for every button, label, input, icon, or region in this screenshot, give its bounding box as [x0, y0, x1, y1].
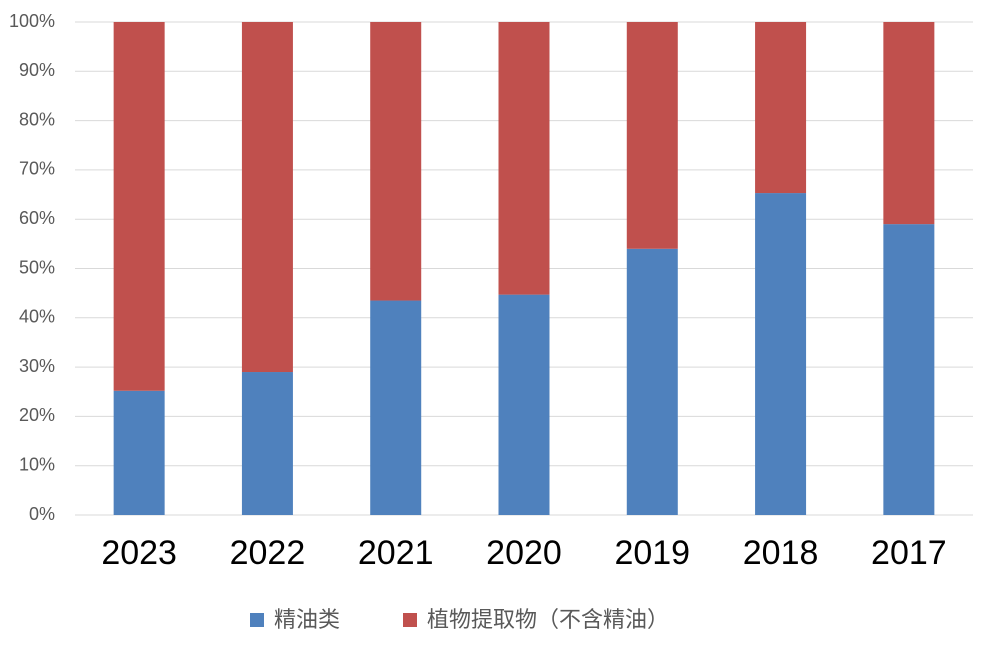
- x-tick-label: 2019: [614, 534, 690, 572]
- bar-segment: [626, 248, 678, 515]
- legend-swatch: [403, 613, 417, 627]
- bar-segment: [883, 224, 935, 515]
- bar-segment: [755, 22, 807, 194]
- bar-segment: [241, 372, 293, 515]
- y-tick-label: 90%: [19, 60, 55, 80]
- bar-segment: [113, 390, 165, 515]
- legend-label: 精油类: [274, 607, 340, 632]
- bar-segment: [498, 294, 550, 515]
- bar-segment: [370, 300, 422, 515]
- bar-segment: [883, 22, 935, 225]
- y-tick-label: 30%: [19, 356, 55, 376]
- y-tick-label: 50%: [19, 257, 55, 277]
- y-tick-label: 60%: [19, 208, 55, 228]
- x-tick-label: 2022: [230, 534, 306, 572]
- y-tick-label: 10%: [19, 454, 55, 474]
- y-tick-label: 100%: [9, 11, 55, 31]
- y-tick-label: 40%: [19, 307, 55, 327]
- y-tick-label: 20%: [19, 405, 55, 425]
- x-tick-label: 2020: [486, 534, 562, 572]
- x-tick-label: 2018: [743, 534, 819, 572]
- y-tick-label: 80%: [19, 109, 55, 129]
- bar-segment: [626, 22, 678, 249]
- bar-segment: [498, 22, 550, 295]
- bar-segment: [370, 22, 422, 301]
- legend-swatch: [250, 613, 264, 627]
- y-tick-label: 0%: [29, 504, 55, 524]
- y-tick-label: 70%: [19, 159, 55, 179]
- x-tick-label: 2017: [871, 534, 947, 572]
- x-tick-label: 2021: [358, 534, 434, 572]
- bar-segment: [755, 193, 807, 516]
- legend-label: 植物提取物（不含精油）: [427, 607, 669, 632]
- bar-segment: [113, 22, 165, 391]
- x-tick-label: 2023: [101, 534, 177, 572]
- bar-segment: [241, 22, 293, 373]
